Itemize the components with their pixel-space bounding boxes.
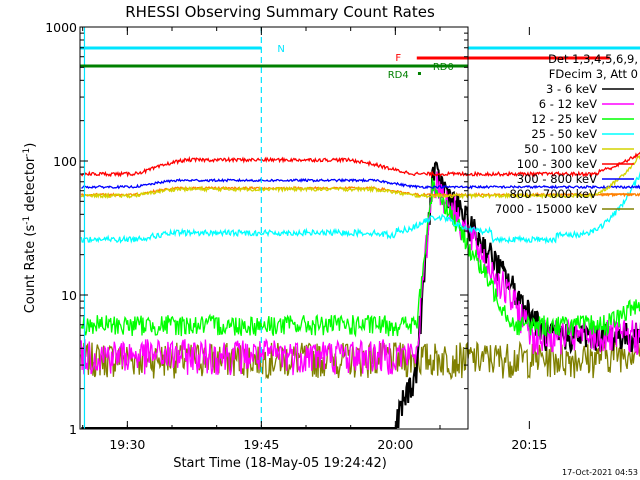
series-line-4-segment-1 xyxy=(80,153,640,200)
rd4-label: RD4 xyxy=(388,70,409,81)
series-line-1-segment-1 xyxy=(80,171,640,376)
legend-header-line-2: FDecim 3, Att 0 xyxy=(549,67,638,81)
legend-label-4: 50 - 100 keV xyxy=(524,142,597,156)
x-tick-label-2: 20:00 xyxy=(377,437,413,452)
rd0-label: RD0 xyxy=(433,62,454,73)
plot-area: NSFRD0RD4 19:3019:4520:0020:1520:3020:45… xyxy=(45,20,640,452)
legend-header-line-1: Det 1,3,4,5,6,9, xyxy=(548,52,638,66)
x-axis-label: Start Time (18-May-05 19:24:42) xyxy=(173,456,387,471)
rd4-marker xyxy=(417,72,421,75)
axis-ticks: 19:3019:4520:0020:1520:3020:4521:0011010… xyxy=(45,20,547,452)
legend-label-6: 300 - 800 keV xyxy=(517,172,597,186)
legend-label-7: 800 - 7000 keV xyxy=(509,187,597,201)
legend-label-0: 3 - 6 keV xyxy=(546,82,597,96)
series-line-2-segment-1 xyxy=(80,177,640,338)
x-tick-label-3: 20:15 xyxy=(511,437,547,452)
annotation-layer: NSFRD0RD4 xyxy=(80,27,640,429)
generation-timestamp: 17-Oct-2021 04:53 xyxy=(562,468,638,477)
series-line-6-segment-1 xyxy=(81,177,640,190)
y-tick-label-0: 1 xyxy=(69,422,77,437)
y-tick-label-2: 100 xyxy=(53,154,77,169)
legend-label-3: 25 - 50 keV xyxy=(531,127,597,141)
series-line-3-segment-1 xyxy=(80,171,640,245)
legend-label-2: 12 - 25 keV xyxy=(531,112,597,126)
x-tick-label-1: 19:45 xyxy=(243,437,279,452)
legend-label-8: 7000 - 15000 keV xyxy=(495,202,597,216)
y-axis-label: Count Rate (s-1 detector-1) xyxy=(22,143,38,314)
y-tick-label-1: 10 xyxy=(61,288,77,303)
x-tick-label-0: 19:30 xyxy=(109,437,145,452)
legend: Det 1,3,4,5,6,9, FDecim 3, Att 0 3 - 6 k… xyxy=(495,52,638,216)
legend-label-5: 100 - 300 keV xyxy=(517,157,597,171)
night-label: N xyxy=(277,44,284,55)
series-line-0-segment-1 xyxy=(81,161,640,429)
flare-label: F xyxy=(395,53,401,64)
y-tick-label-3: 1000 xyxy=(45,20,77,35)
series-layer xyxy=(80,151,640,429)
chart-title: RHESSI Observing Summary Count Rates xyxy=(125,3,435,21)
series-line-5-segment-1 xyxy=(80,151,640,178)
plot-frame xyxy=(79,26,469,430)
legend-label-1: 6 - 12 keV xyxy=(539,97,597,111)
